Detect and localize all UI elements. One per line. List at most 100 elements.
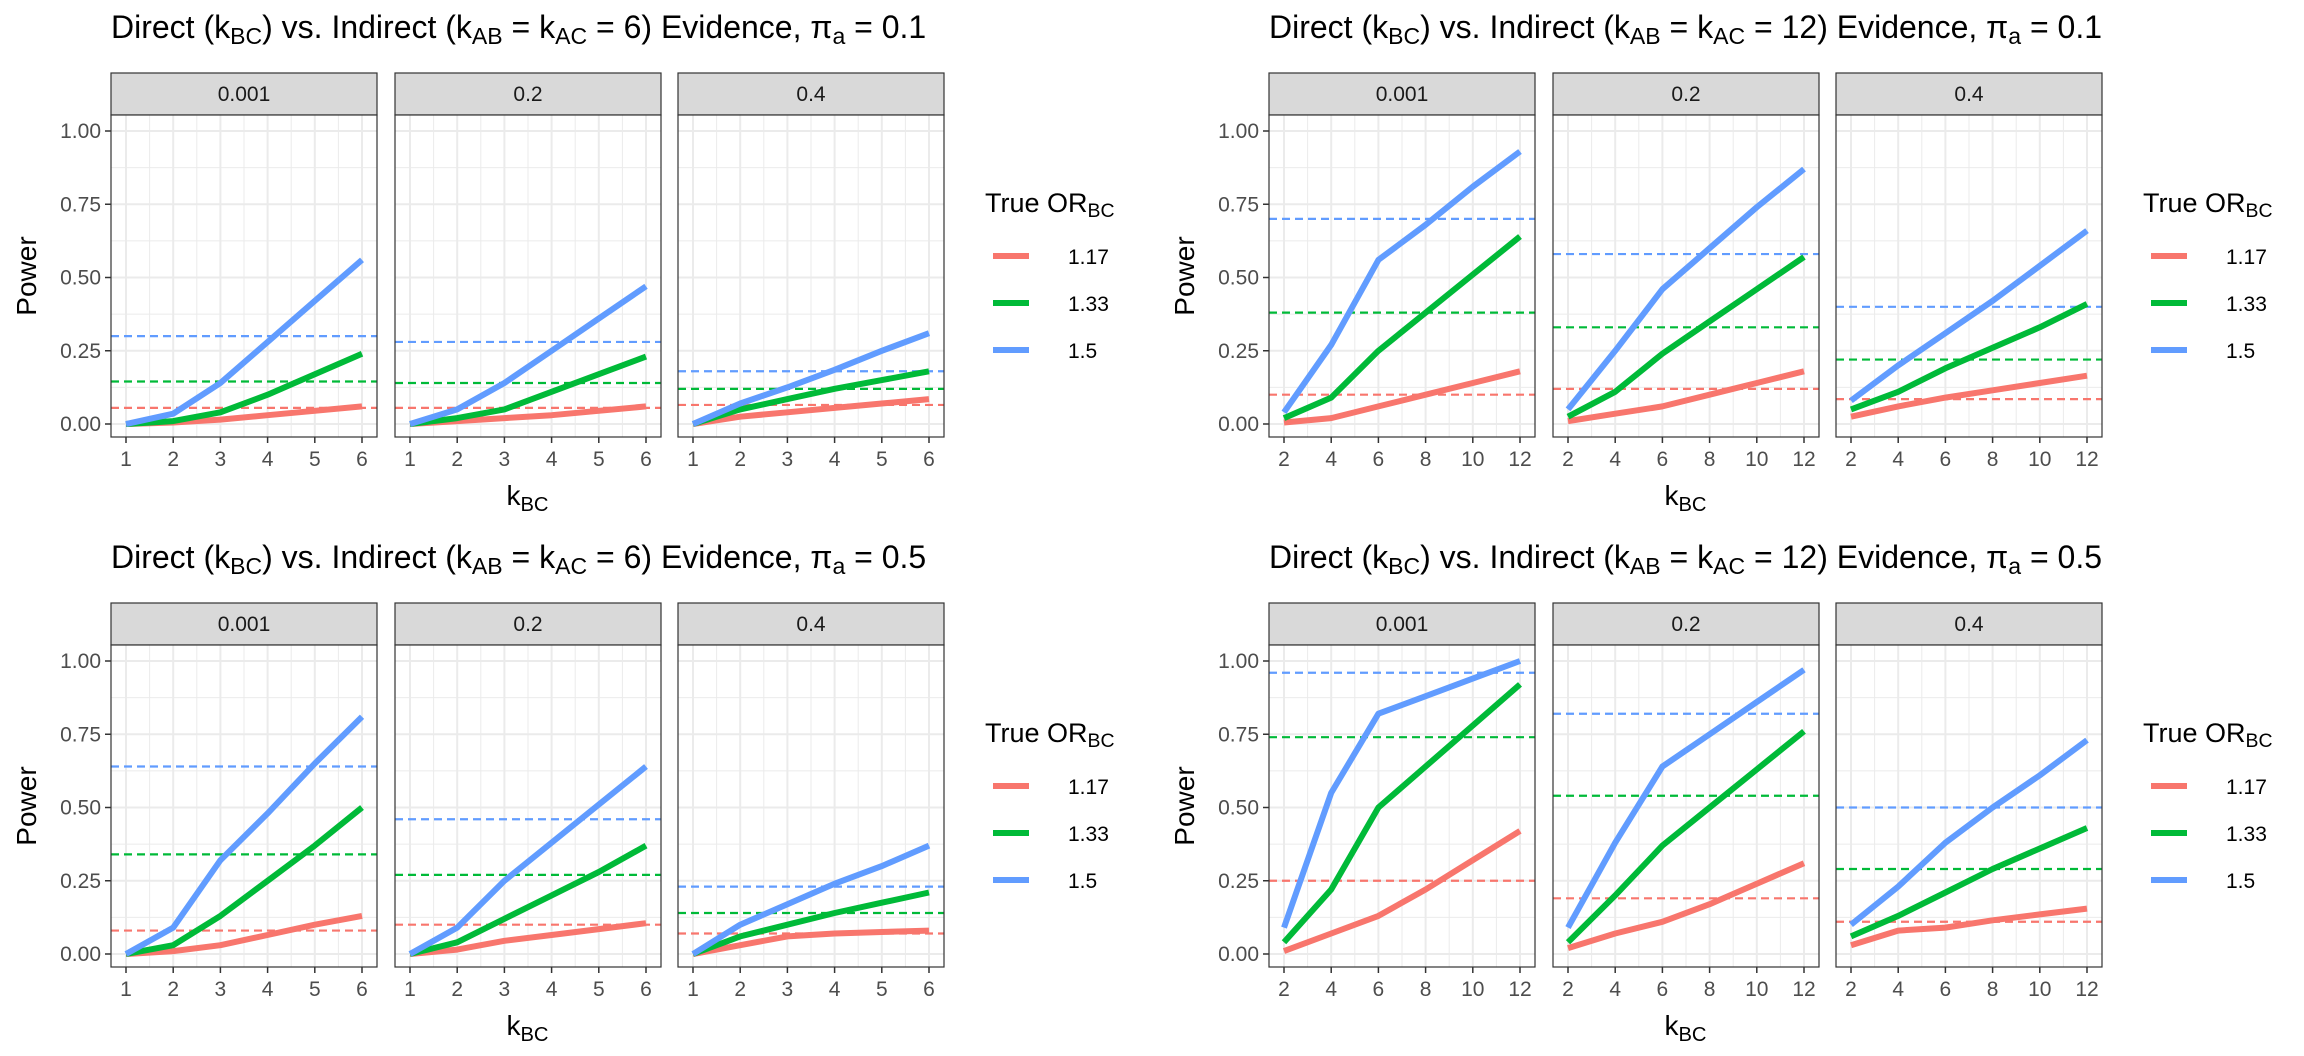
facet-strip-label: 0.2 <box>1671 83 1700 106</box>
facet-panel-0.001: 0.001 1 2 3 4 5 6 <box>110 602 378 1001</box>
series-line-1.33 <box>1849 825 2089 940</box>
y-tick-label: 0.25 <box>1218 870 1259 893</box>
x-tick-label: 5 <box>593 978 605 1001</box>
y-axis-label: Power <box>1169 236 1200 315</box>
y-tick-label: 0.75 <box>60 193 101 216</box>
x-tick-label: 3 <box>782 978 794 1001</box>
x-tick-label: 2 <box>451 448 463 471</box>
facet-strip-label: 0.2 <box>513 83 542 106</box>
facet-strip <box>110 602 378 646</box>
series-line-1.17 <box>1567 860 1806 951</box>
chart-title: Direct (kBC) vs. Indirect (kAB = kAC = 1… <box>1269 539 2102 579</box>
x-tick-label: 12 <box>1508 978 1531 1001</box>
panel-border <box>1552 114 1820 438</box>
y-tick-label: 0.50 <box>1218 797 1259 820</box>
y-tick-label: 0.00 <box>1218 943 1259 966</box>
panel-border <box>677 644 945 968</box>
legend-title: True ORBC <box>985 718 1115 752</box>
facet-strip <box>110 72 378 116</box>
facet-panel-0.4: 0.4 2 4 6 8 10 12 <box>1835 72 2103 471</box>
y-tick-label: 0.25 <box>1218 340 1259 363</box>
series-line-1.17 <box>1283 368 1521 426</box>
facet-panel-0.001: 0.001 1 2 3 4 5 6 <box>110 72 378 471</box>
x-tick-label: 6 <box>923 448 935 471</box>
facet-panel-0.2: 0.2 2 4 6 8 10 12 <box>1552 602 1820 1001</box>
facet-strip-label: 0.2 <box>1671 613 1700 636</box>
y-axis-label: Power <box>11 236 42 315</box>
legend-label-1.17: 1.17 <box>1068 776 1109 799</box>
panel-border <box>394 644 662 968</box>
y-tick-label: 1.00 <box>60 650 101 673</box>
x-tick-label: 3 <box>499 978 511 1001</box>
y-tick-label: 0.25 <box>60 340 101 363</box>
legend-label-1.33: 1.33 <box>2226 293 2267 316</box>
x-tick-label: 4 <box>546 448 558 471</box>
x-tick-label: 4 <box>1609 448 1621 471</box>
series-line-1.17 <box>1850 372 2088 420</box>
x-axis-label: kBC <box>1664 1010 1706 1046</box>
x-tick-label: 4 <box>262 448 274 471</box>
y-tick-label: 0.25 <box>60 870 101 893</box>
chart-3: Direct (kBC) vs. Indirect (kAB = kAC = 6… <box>11 539 1115 1046</box>
facet-strip-label: 0.001 <box>1376 613 1429 636</box>
x-tick-label: 1 <box>120 978 132 1001</box>
x-tick-label: 2 <box>1562 978 1574 1001</box>
facet-strip <box>1268 602 1536 646</box>
x-tick-label: 4 <box>1609 978 1621 1001</box>
x-tick-label: 2 <box>451 978 463 1001</box>
facet-strip-label: 0.4 <box>1954 83 1984 106</box>
x-tick-label: 12 <box>2075 448 2098 471</box>
series-line-1.33 <box>1565 728 1806 945</box>
legend-title: True ORBC <box>2143 718 2273 752</box>
x-tick-label: 4 <box>1325 978 1337 1001</box>
x-tick-label: 1 <box>687 448 699 471</box>
x-tick-label: 2 <box>1845 978 1857 1001</box>
series-line-1.33 <box>409 353 648 427</box>
chart-2: Direct (kBC) vs. Indirect (kAB = kAC = 1… <box>1169 9 2273 516</box>
y-tick-label: 0.50 <box>1218 267 1259 290</box>
x-tick-label: 1 <box>120 448 132 471</box>
legend-label-1.17: 1.17 <box>2226 246 2267 269</box>
y-tick-label: 1.00 <box>1218 120 1259 143</box>
facet-strip-label: 0.2 <box>513 613 542 636</box>
x-tick-label: 4 <box>1892 978 1904 1001</box>
y-tick-label: 0.75 <box>1218 193 1259 216</box>
x-tick-label: 10 <box>1461 978 1484 1001</box>
y-tick-label: 0.75 <box>60 723 101 746</box>
legend-label-1.5: 1.5 <box>2226 870 2255 893</box>
x-tick-label: 2 <box>1278 978 1290 1001</box>
x-tick-label: 12 <box>1792 448 1815 471</box>
x-tick-label: 2 <box>1845 448 1857 471</box>
series-line-1.17 <box>1567 368 1805 425</box>
facet-panel-0.4: 0.4 1 2 3 4 5 6 <box>677 72 945 471</box>
x-tick-label: 10 <box>2028 448 2051 471</box>
panel-border <box>1552 644 1820 968</box>
x-tick-label: 10 <box>1745 978 1768 1001</box>
series-line-1.5 <box>409 283 648 427</box>
x-tick-label: 6 <box>640 978 652 1001</box>
x-tick-label: 8 <box>1987 978 1999 1001</box>
x-axis-label: kBC <box>506 480 548 516</box>
series-line-1.5 <box>1281 658 1522 929</box>
facet-strip-label: 0.001 <box>218 83 271 106</box>
series-line-1.17 <box>692 927 930 957</box>
x-tick-label: 8 <box>1987 448 1999 471</box>
facet-strip-label: 0.4 <box>796 83 826 106</box>
series-line-1.17 <box>1850 905 2088 949</box>
y-tick-label: 0.00 <box>1218 413 1259 436</box>
facet-strip <box>677 72 945 116</box>
y-axis-label: Power <box>11 766 42 845</box>
panel-border <box>110 114 378 438</box>
legend-title: True ORBC <box>985 188 1115 222</box>
series-line-1.17 <box>409 920 647 957</box>
x-tick-label: 6 <box>1657 978 1669 1001</box>
series-line-1.17 <box>125 912 363 957</box>
legend-label-1.17: 1.17 <box>1068 246 1109 269</box>
x-tick-label: 3 <box>215 978 227 1001</box>
series-line-1.5 <box>1565 667 1806 930</box>
panel-border <box>1268 644 1536 968</box>
facet-panel-0.2: 0.2 2 4 6 8 10 12 <box>1552 72 1820 471</box>
x-tick-label: 1 <box>404 448 416 471</box>
